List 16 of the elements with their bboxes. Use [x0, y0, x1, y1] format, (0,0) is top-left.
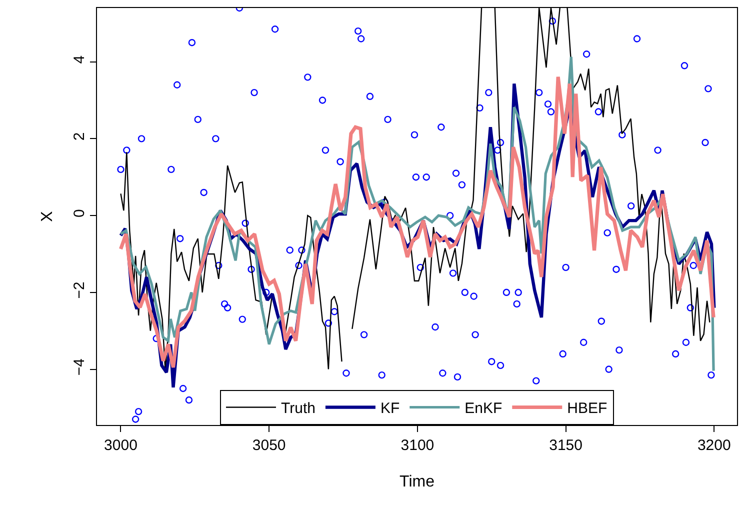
- x-axis-title: Time: [400, 474, 435, 491]
- x-tick-label: 3100: [400, 437, 434, 454]
- legend-label: KF: [380, 400, 400, 418]
- x-tick-label: 3050: [252, 437, 286, 454]
- legend-label: HBEF: [567, 400, 608, 418]
- legend-label: Truth: [281, 400, 316, 418]
- y-tick-label: 4: [71, 55, 88, 64]
- y-axis-title: X: [38, 210, 56, 222]
- x-tick-label: 3000: [104, 437, 138, 454]
- legend-label: EnKF: [464, 400, 502, 418]
- y-tick-label: 2: [71, 132, 88, 141]
- x-tick-label: 3200: [697, 437, 731, 454]
- y-tick-label: 0: [71, 209, 88, 218]
- y-tick-label: −2: [71, 282, 88, 299]
- x-tick-label: 3150: [549, 437, 582, 454]
- y-tick-label: −4: [71, 358, 88, 376]
